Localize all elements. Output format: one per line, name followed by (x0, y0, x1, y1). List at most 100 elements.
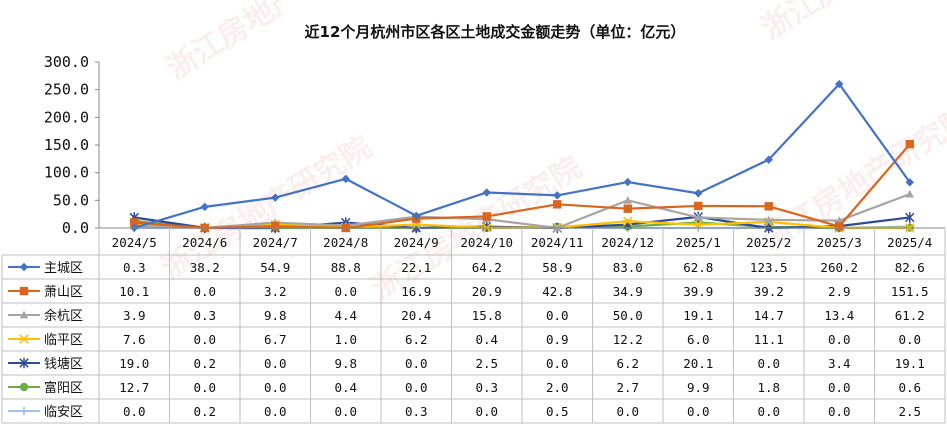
x-tick-label: 2024/7 (253, 235, 298, 250)
data-label: 0.0 (193, 284, 216, 299)
x-tick-label: 2024/6 (182, 235, 227, 250)
data-label: 39.9 (683, 284, 713, 299)
data-label: 0.3 (475, 380, 498, 395)
data-point (19, 406, 29, 416)
data-label: 0.9 (546, 332, 569, 347)
data-label: 14.7 (754, 308, 784, 323)
data-label: 62.8 (683, 260, 713, 275)
data-label: 16.9 (401, 284, 431, 299)
data-label: 0.3 (193, 308, 216, 323)
data-label: 0.0 (687, 404, 710, 419)
data-point (764, 155, 773, 164)
data-point (623, 204, 632, 213)
data-label: 0.0 (264, 404, 287, 419)
data-label: 0.0 (264, 380, 287, 395)
legend-entry: 萧山区 (44, 285, 83, 300)
legend-key (8, 262, 40, 272)
data-label: 0.0 (546, 356, 569, 371)
data-label: 0.6 (898, 380, 921, 395)
series-line (134, 193, 911, 230)
data-point (482, 221, 492, 232)
data-point (694, 189, 703, 198)
data-point (694, 213, 703, 221)
data-point (835, 79, 844, 89)
legend-entry: 主城区 (44, 261, 83, 276)
data-label: 2.9 (828, 284, 851, 299)
data-table: 2024/5 2024/6 2024/7 2024/8 2024/9 2024/10 202… (1, 227, 946, 424)
x-tick-label: 2025/2 (746, 235, 791, 250)
data-point (482, 212, 491, 221)
x-tick-label: 2024/10 (460, 235, 513, 250)
data-point (623, 177, 632, 187)
data-label: 0.3 (405, 404, 428, 419)
data-label: 0.0 (828, 404, 851, 419)
data-label: 4.4 (334, 308, 357, 323)
data-label: 54.9 (260, 260, 290, 275)
data-label: 19.1 (895, 356, 925, 371)
chart-title: 近12个月杭州市区各区土地成交金额走势（单位：亿元） (305, 23, 686, 41)
data-label: 64.2 (472, 260, 502, 275)
data-label: 2.7 (616, 380, 639, 395)
x-tick-label: 2024/5 (112, 235, 157, 250)
data-label: 12.2 (613, 332, 643, 347)
data-point (764, 202, 773, 211)
legend-key (8, 382, 40, 392)
data-label: 2.5 (475, 356, 498, 371)
data-point (271, 193, 280, 202)
data-label: 0.3 (123, 260, 146, 275)
data-point (694, 201, 703, 211)
data-point (623, 196, 632, 204)
data-point (19, 357, 29, 369)
x-tick-label: 2024/9 (394, 235, 439, 250)
y-tick-label: 50.0 (53, 191, 89, 209)
data-label: 42.8 (542, 284, 572, 299)
legend-entry: 富阳区 (44, 380, 83, 396)
watermark-text: 浙江房地产研究院 (756, 100, 947, 257)
data-label: 22.1 (401, 260, 431, 275)
data-label: 39.2 (754, 284, 784, 299)
y-tick-label: 0.0 (62, 219, 89, 237)
legend-key (8, 310, 40, 319)
data-point (553, 191, 562, 200)
data-point (19, 310, 29, 319)
data-point (412, 211, 421, 220)
data-label: 0.0 (475, 404, 498, 419)
data-label: 0.5 (546, 404, 569, 419)
data-label: 0.0 (546, 308, 569, 323)
data-label: 0.0 (193, 332, 216, 347)
data-point (905, 178, 914, 187)
data-label: 15.8 (472, 308, 502, 323)
data-point (482, 188, 491, 197)
watermark-text: 浙江房地产研究院 (161, 0, 383, 87)
data-label: 9.8 (334, 356, 357, 371)
legend-key (8, 406, 40, 416)
data-label: 58.9 (542, 260, 572, 275)
data-label: 0.0 (405, 356, 428, 371)
data-label: 0.0 (264, 356, 287, 371)
legend-key (8, 357, 40, 369)
y-axis: 0.0 50.0 100.0 150.0 200.0 250.0 300.0 (44, 53, 100, 237)
series-line (133, 82, 911, 229)
data-label: 82.6 (895, 260, 925, 275)
data-label: 0.0 (757, 404, 780, 419)
data-label: 3.4 (828, 356, 851, 371)
data-label: 38.2 (190, 260, 220, 275)
data-point (341, 174, 350, 184)
data-label: 19.0 (119, 356, 149, 371)
data-point (19, 382, 29, 392)
data-label: 20.1 (683, 356, 713, 371)
data-label: 0.2 (193, 356, 216, 371)
series-主城区 (130, 79, 914, 233)
data-point (905, 139, 914, 149)
data-label: 13.4 (824, 308, 854, 323)
data-label: 0.4 (475, 332, 498, 347)
legend-key (8, 334, 40, 344)
data-label: 11.1 (754, 332, 784, 347)
legend-entry: 临安区 (44, 405, 83, 420)
data-label: 6.0 (687, 332, 710, 347)
y-tick-label: 300.0 (44, 53, 89, 71)
data-label: 6.2 (405, 332, 428, 347)
data-label: 7.6 (123, 332, 146, 347)
data-label: 2.5 (898, 404, 921, 419)
